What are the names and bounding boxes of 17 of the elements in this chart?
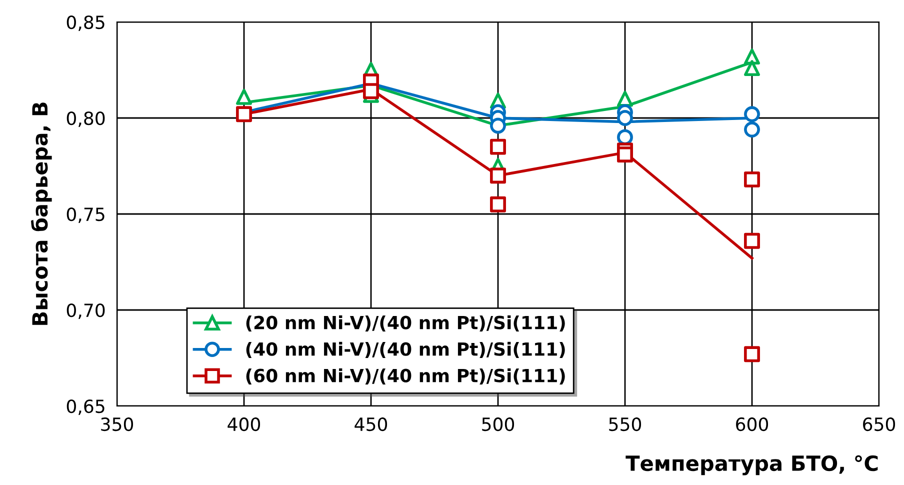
y-axis-title: Высота барьера, В [30,102,52,325]
x-tick-label: 400 [228,417,260,432]
x-tick-label: 450 [354,417,388,432]
x-tick-label: 550 [609,417,642,432]
x-axis-title: Температура БТО, °C [626,455,878,476]
y-tick-label: 0,70 [66,303,105,319]
x-tick-label: 500 [482,417,514,432]
x-tick-label: 600 [736,417,768,432]
y-tick-label: 0,85 [66,15,104,31]
y-tick-label: 0,75 [66,207,104,223]
y-tick-label: 0,65 [66,399,104,415]
x-tick-label: 650 [863,417,896,432]
legend-label: (20 nm Ni-V)/(40 nm Pt)/Si(111) [246,315,565,332]
legend-label: (60 nm Ni-V)/(40 nm Pt)/Si(111) [246,368,565,385]
y-tick-label: 0,80 [66,111,105,127]
legend-label: (40 nm Ni-V)/(40 nm Pt)/Si(111) [246,342,565,358]
x-tick-label: 350 [101,417,134,432]
